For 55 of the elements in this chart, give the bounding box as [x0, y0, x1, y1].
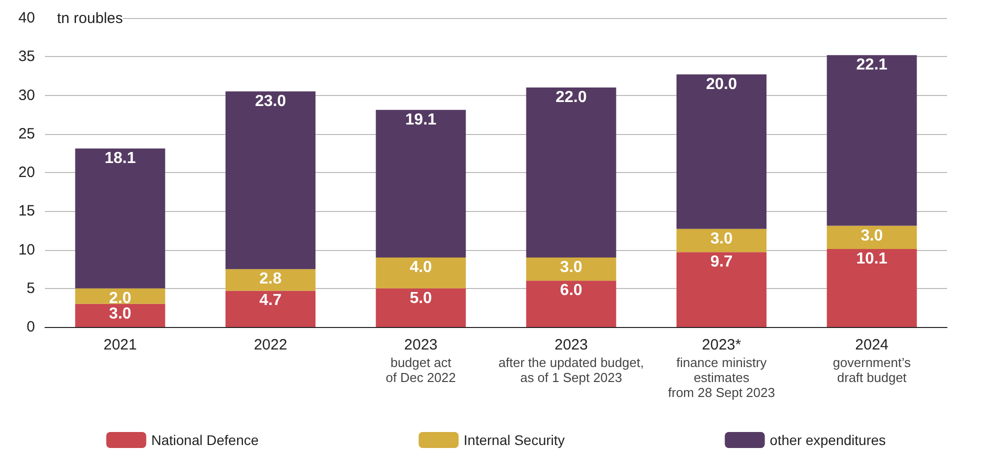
x-tick-label: 2023* finance ministry estimates from 28 Sept 2023 [668, 336, 775, 400]
x-tick-label: 2021 [103, 336, 137, 354]
data-label: 5.0 [410, 290, 432, 307]
data-label: 3.0 [560, 258, 582, 276]
y-tick-label: 10 [18, 241, 35, 258]
bar [526, 280, 616, 327]
bar [526, 88, 616, 258]
y-tick-label: 40 [18, 10, 35, 26]
bar [826, 248, 917, 327]
data-label: 2.8 [259, 270, 282, 288]
y-tick-label: 20 [18, 164, 35, 181]
legend-label: Internal Security [464, 432, 565, 448]
x-tick-label: 2023 budget act of Dec 2022 [386, 336, 456, 385]
y-tick-label: 30 [18, 86, 35, 104]
x-tick-label: 2024 government’s draft budget [832, 336, 912, 385]
y-tick-label: 35 [18, 48, 35, 66]
bar [376, 288, 466, 327]
bar [376, 257, 466, 288]
bar [676, 74, 766, 229]
bar [75, 304, 166, 327]
bar [826, 55, 917, 226]
data-label: 23.0 [254, 92, 286, 110]
x-tick-label: 2022 [254, 336, 288, 354]
bar [75, 148, 166, 288]
data-label: 22.1 [856, 56, 888, 74]
data-label: 6.0 [560, 282, 582, 300]
bar [226, 91, 316, 270]
data-label: 3.0 [710, 230, 733, 248]
y-tick-label: 15 [18, 202, 35, 220]
bar [75, 288, 166, 304]
bar [676, 252, 766, 327]
data-label: 20.0 [706, 76, 738, 93]
bar [226, 269, 316, 291]
data-label: 4.7 [259, 292, 282, 310]
data-label: 9.7 [710, 254, 733, 271]
data-label: 2.0 [109, 290, 132, 307]
bar [676, 228, 766, 252]
bar [226, 290, 316, 327]
legend-label: National Defence [151, 432, 259, 448]
data-label: 22.0 [556, 89, 587, 106]
data-label: 4.0 [410, 258, 432, 276]
bar [826, 226, 917, 249]
bar [526, 257, 616, 281]
data-label: 18.1 [104, 150, 136, 168]
y-tick-label: 25 [18, 125, 35, 142]
data-label: 10.1 [856, 250, 888, 268]
bar [376, 110, 466, 258]
x-tick-label: 2023 after the updated budget, as of 1 Sept 2023 [498, 336, 644, 385]
y-axis-title: tn roubles [57, 10, 123, 27]
y-tick-label: 5 [26, 280, 35, 297]
legend-label: other expenditures [770, 432, 886, 448]
data-label: 3.0 [109, 305, 132, 322]
data-label: 19.1 [405, 111, 437, 128]
data-label: 3.0 [860, 227, 884, 244]
y-tick-label: 0 [26, 318, 35, 336]
